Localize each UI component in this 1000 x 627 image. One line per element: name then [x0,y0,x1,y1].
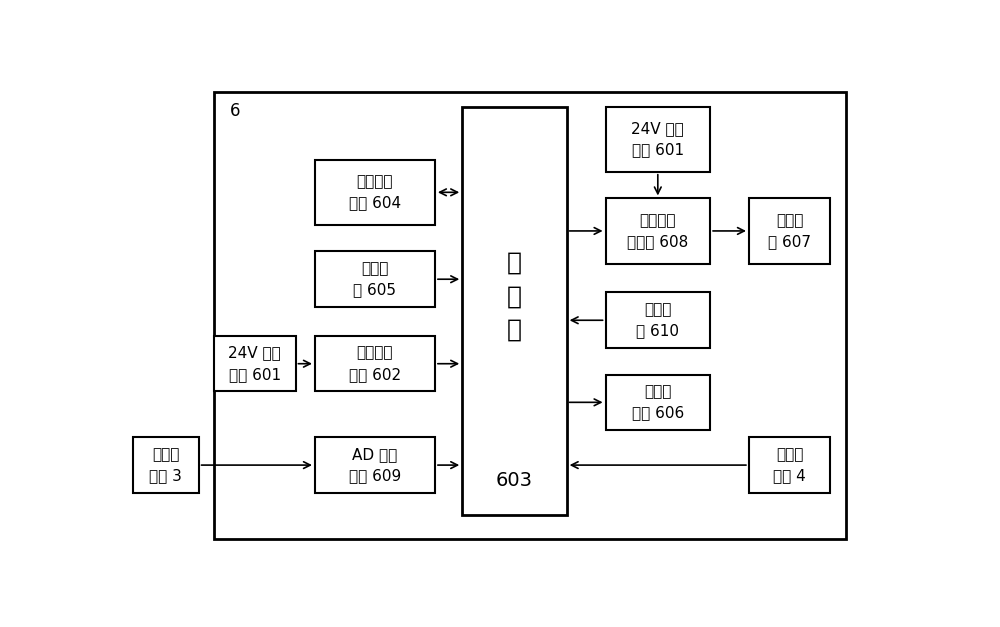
Text: 液晶显: 液晶显 [644,384,672,399]
Bar [315,438,435,493]
Text: 感器 4: 感器 4 [773,468,806,483]
Text: 步进电: 步进电 [776,213,803,228]
Text: 芯片 609: 芯片 609 [349,468,401,483]
Text: 电源 601: 电源 601 [229,367,281,382]
Text: 盘 610: 盘 610 [636,324,679,339]
Text: 芯片 604: 芯片 604 [349,196,401,211]
Text: 6: 6 [230,102,240,120]
Bar [214,336,296,391]
Text: 示屏 606: 示屏 606 [632,406,684,421]
Text: 机 607: 机 607 [768,234,811,249]
Text: 电源 601: 电源 601 [632,142,684,157]
Text: 603: 603 [496,472,533,490]
Text: 驱动器 608: 驱动器 608 [627,234,688,249]
Bar [606,374,710,430]
Bar [315,251,435,307]
Bar [606,198,710,263]
Text: 片: 片 [507,284,522,308]
Bar [749,438,830,493]
Bar [315,160,435,225]
Text: 时钟芯: 时钟芯 [361,261,389,276]
Bar [749,198,830,263]
Text: 独立键: 独立键 [644,302,672,317]
Text: 电压转换: 电压转换 [357,345,393,361]
Text: 片 605: 片 605 [353,282,396,297]
Bar [315,336,435,391]
Text: AD 转换: AD 转换 [352,447,398,462]
Bar [462,107,567,515]
Text: 芯片 602: 芯片 602 [349,367,401,382]
Text: 步进电机: 步进电机 [640,213,676,228]
Text: 风向传: 风向传 [152,447,179,462]
Text: 外扩存储: 外扩存储 [357,174,393,189]
Bar [606,107,710,172]
Bar [133,438,199,493]
Text: 风速传: 风速传 [776,447,803,462]
Text: 单: 单 [507,250,522,275]
Text: 机: 机 [507,318,522,342]
Bar [214,92,846,539]
Bar [606,292,710,348]
Text: 24V 直流: 24V 直流 [228,345,281,361]
Text: 感器 3: 感器 3 [149,468,182,483]
Text: 24V 直流: 24V 直流 [631,121,684,136]
